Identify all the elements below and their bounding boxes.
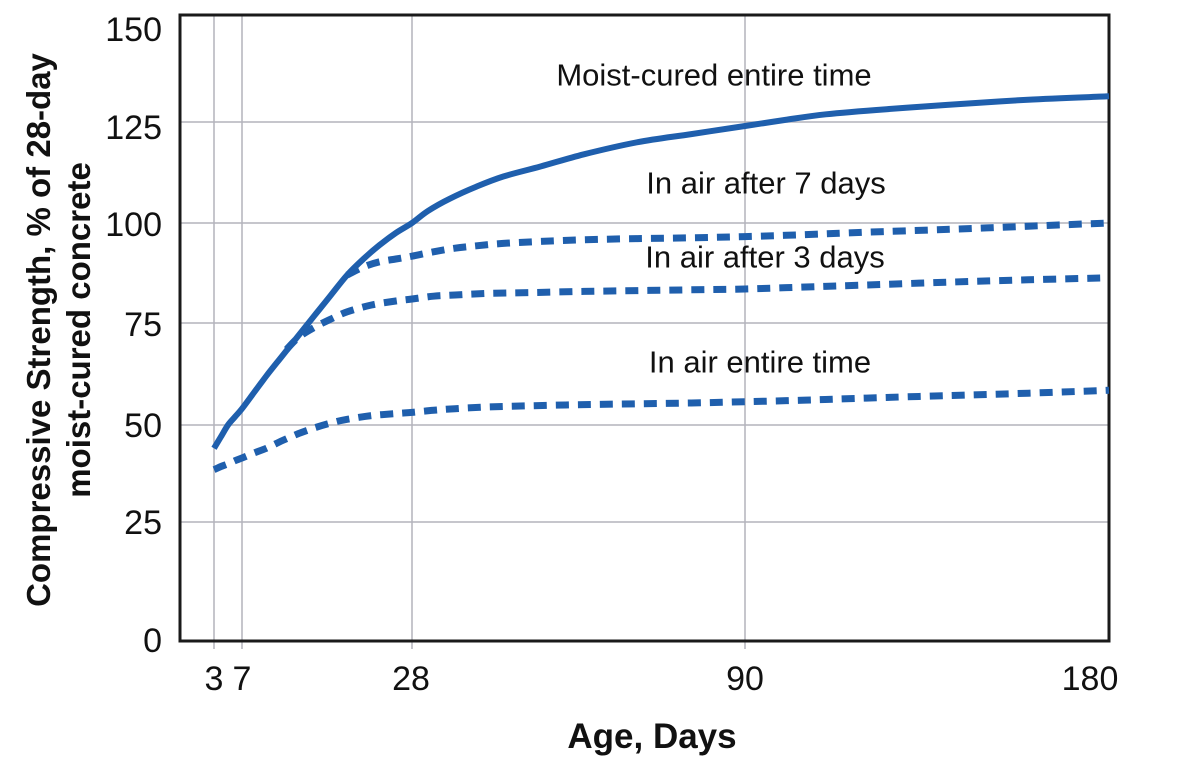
x-tick-label-180: 180 xyxy=(1061,660,1119,698)
curve-label-in-air-after-7-days: In air after 7 days xyxy=(646,165,886,201)
curve-label-in-air-entire-time: In air entire time xyxy=(648,344,872,380)
y-tick-label-0: 0 xyxy=(143,622,162,660)
y-tick-label-125: 125 xyxy=(105,109,162,147)
y-tick-label-150: 150 xyxy=(105,11,162,49)
curve-in-air-entire-time xyxy=(212,386,1110,473)
curve-label-in-air-after-3-days: In air after 3 days xyxy=(645,239,885,275)
x-tick-label-7: 7 xyxy=(232,660,252,698)
x-tick-label-3: 3 xyxy=(204,660,224,698)
x-tick-label-28: 28 xyxy=(392,660,430,698)
x-axis-title: Age, Days xyxy=(567,717,737,756)
x-tick-label-90: 90 xyxy=(726,660,764,698)
curve-in-air-after-7-days xyxy=(345,219,1110,279)
y-tick-label-100: 100 xyxy=(105,206,162,244)
y-tick-label-50: 50 xyxy=(124,407,162,445)
curve-label-moist-cured-entire-time: Moist-cured entire time xyxy=(556,57,872,93)
curve-in-air-after-3-days xyxy=(283,274,1110,352)
plot-frame xyxy=(178,13,1111,643)
curve-moist-cured-entire-time xyxy=(211,93,1110,450)
y-axis-title-line1: Compressive Strength, % of 28-day xyxy=(20,53,57,607)
y-tick-label-25: 25 xyxy=(124,504,162,542)
y-tick-label-75: 75 xyxy=(124,306,162,344)
